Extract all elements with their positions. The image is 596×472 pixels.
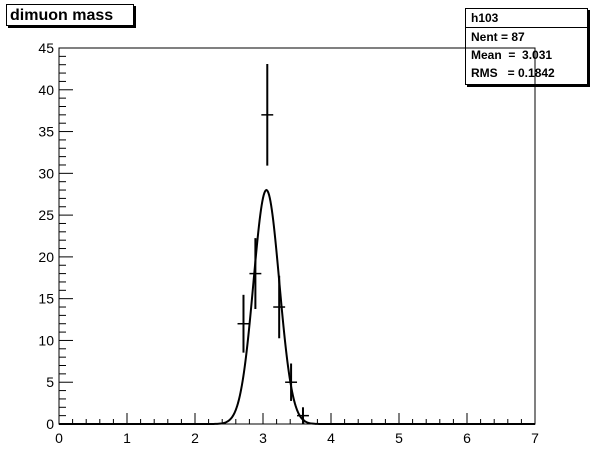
data-point — [249, 238, 262, 310]
x-tick-label: 2 — [191, 430, 199, 446]
y-tick-label: 25 — [38, 207, 54, 223]
chart-title: dimuon mass — [6, 4, 134, 26]
y-tick-label: 40 — [38, 82, 54, 98]
y-tick-label: 5 — [46, 374, 54, 390]
y-tick-label: 15 — [38, 291, 54, 307]
points-layer — [237, 64, 309, 424]
stats-rms: RMS = 0.1842 — [471, 66, 555, 80]
data-point — [261, 64, 274, 166]
x-tick-label: 0 — [55, 430, 63, 446]
stats-box: h103 Nent = 87 Mean = 3.031 RMS = 0.1842 — [465, 8, 588, 85]
y-tick-label: 35 — [38, 124, 54, 140]
data-point — [273, 275, 286, 339]
plot-frame — [58, 47, 536, 425]
x-tick-label: 6 — [463, 430, 471, 446]
y-tick-label: 20 — [38, 249, 54, 265]
data-point — [237, 294, 250, 353]
stats-entries: Nent = 87 — [471, 30, 525, 44]
fit-curve — [59, 188, 535, 425]
x-tick-label: 5 — [395, 430, 403, 446]
y-tick-label: 30 — [38, 165, 54, 181]
stats-name: h103 — [466, 9, 587, 28]
x-tick-label: 1 — [123, 430, 131, 446]
x-tick-label: 7 — [531, 430, 539, 446]
stats-mean: Mean = 3.031 — [471, 48, 553, 62]
y-tick-label: 45 — [38, 40, 54, 56]
data-point — [297, 407, 309, 424]
data-point — [285, 363, 298, 401]
y-tick-label: 0 — [46, 416, 54, 432]
x-tick-label: 4 — [327, 430, 335, 446]
fit-layer — [59, 188, 535, 425]
x-tick-label: 3 — [259, 430, 267, 446]
y-tick-label: 10 — [38, 332, 54, 348]
